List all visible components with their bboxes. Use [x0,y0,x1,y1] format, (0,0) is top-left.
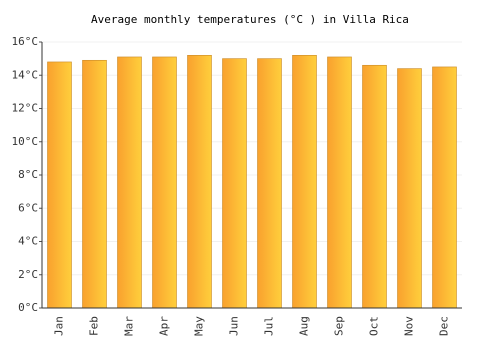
bar [47,61,72,309]
bar [117,56,142,309]
bar [432,66,457,309]
x-tick-label: Apr [158,316,171,336]
x-tick-label: Aug [298,316,311,336]
y-tick-label: 2°C [18,268,38,281]
y-tick-label: 14°C [12,68,39,81]
y-tick-label: 8°C [18,168,38,181]
bar [82,59,107,309]
bar [222,58,247,309]
bar [362,64,387,309]
bar [257,58,282,309]
y-tick-label: 0°C [18,301,38,314]
bar [152,56,177,309]
x-tick-label: Dec [438,316,451,336]
x-tick-label: May [193,316,206,336]
chart-title: Average monthly temperatures (°C ) in Vi… [91,13,409,26]
bar [327,56,352,309]
y-tick-label: 4°C [18,235,38,248]
y-tick-label: 6°C [18,201,38,214]
bar [397,68,422,309]
x-tick-label: Jul [263,316,276,336]
x-tick-label: Sep [333,316,346,336]
y-tick-label: 10°C [12,135,39,148]
x-tick-label: Mar [123,316,136,336]
x-tick-label: Jun [228,316,241,336]
bar [187,54,212,309]
y-tick-label: 16°C [12,35,39,48]
x-tick-label: Oct [368,316,381,336]
x-tick-label: Jan [53,316,66,336]
bar [292,54,317,309]
y-tick-label: 12°C [12,102,39,115]
x-tick-label: Nov [403,316,416,336]
x-tick-label: Feb [88,316,101,336]
